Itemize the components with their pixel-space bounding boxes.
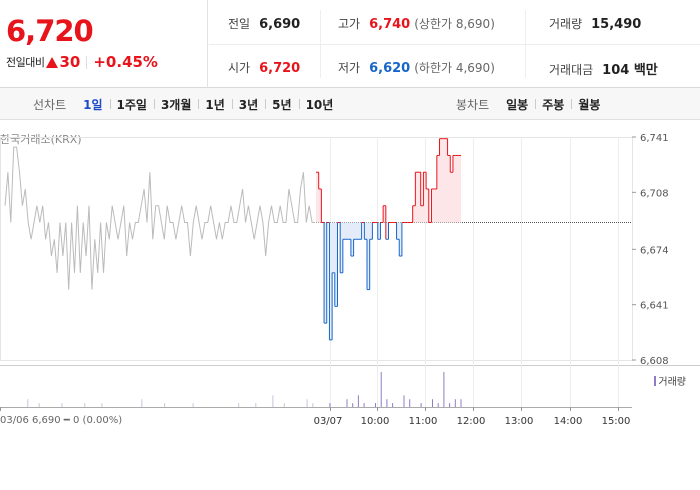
stat-value: 15,490 [591, 17, 642, 32]
stat-value: 6,620 [369, 61, 411, 76]
up-arrow-icon [46, 56, 59, 68]
tab-5y[interactable]: 5년 [265, 96, 298, 113]
x-tick-label: 15:00 [602, 416, 631, 427]
stat-label: 거래량 [549, 17, 583, 31]
price-box: 6,720 전일대비 30 +0.45% [0, 0, 208, 88]
tab-weekly[interactable]: 주봉 [535, 96, 571, 113]
stat-value: 104 백만 [602, 63, 658, 78]
x-tick-label: 10:00 [361, 416, 390, 427]
stats-panel: 전일 6,690 고가 6,740 (상한가 8,690) 거래량 15,490… [209, 0, 700, 88]
tab-monthly[interactable]: 월봉 [571, 96, 607, 113]
stat-label: 고가 [338, 17, 361, 31]
tab-1d[interactable]: 1일 [83, 97, 103, 112]
stat-volume: 거래량 15,490 [549, 15, 641, 32]
stat-label: 시가 [228, 61, 251, 75]
stat-prev-close: 전일 6,690 [228, 15, 300, 32]
change-value: 30 [59, 53, 81, 71]
stat-high: 고가 6,740 (상한가 8,690) [338, 15, 495, 32]
candle-chart-tabs: 봉차트 일봉 주봉 월봉 [456, 88, 607, 120]
y-tick-label: 6,641 [640, 301, 669, 312]
divider [86, 55, 88, 69]
tab-daily[interactable]: 일봉 [506, 97, 529, 112]
chart-area: 한국거래소(KRX) 6,741 6,708 6,674 6,641 6,608 03/0… [0, 121, 700, 490]
stat-value: 6,720 [259, 61, 301, 76]
volume-swatch [654, 375, 657, 386]
y-tick-label: 6,741 [640, 133, 669, 144]
tab-1y[interactable]: 1년 [198, 96, 231, 113]
x-tick-label: 13:00 [505, 416, 534, 427]
prev-close-info: 03/06 6,690 ━ 0 (0.00%) [0, 415, 123, 426]
candle-chart-title: 봉차트 [456, 97, 490, 112]
tab-3y[interactable]: 3년 [231, 96, 265, 113]
x-tick-label: 11:00 [409, 416, 438, 427]
tab-3m[interactable]: 3개월 [153, 96, 198, 113]
stat-open: 시가 6,720 [228, 59, 300, 76]
change-label: 전일대비 [6, 56, 45, 69]
prev-day-line [4, 146, 315, 290]
x-tick-label: 12:00 [457, 416, 486, 427]
price-chart[interactable]: 6,741 6,708 6,674 6,641 6,608 03/07 10:00 11:00… [0, 121, 700, 490]
chart-source: 한국거래소(KRX) [0, 133, 82, 146]
stat-label: 전일 [228, 17, 251, 31]
upper-limit: (상한가 8,690) [414, 17, 495, 31]
quote-header: 6,720 전일대비 30 +0.45% 전일 6,690 고가 6,740 (… [0, 0, 700, 88]
chart-tabs: 선차트 1일 1주일 3개월 1년 3년 5년 10년 봉차트 일봉 주봉 월봉 [0, 88, 700, 120]
up-area [316, 138, 461, 223]
lower-limit: (하한가 4,690) [414, 61, 495, 75]
line-chart-tabs: 선차트 1일 1주일 3개월 1년 3년 5년 10년 [33, 88, 340, 120]
stat-value: 6,740 [369, 17, 411, 32]
line-chart-title: 선차트 [33, 97, 67, 112]
tab-1w[interactable]: 1주일 [109, 96, 154, 113]
stat-label: 거래대금 [549, 63, 594, 77]
y-tick-label: 6,608 [640, 356, 669, 367]
stat-label: 저가 [338, 61, 361, 75]
y-tick-label: 6,674 [640, 245, 669, 256]
change-row: 전일대비 30 +0.45% [6, 53, 158, 71]
volume-legend: 거래량 [654, 373, 686, 388]
y-tick-label: 6,708 [640, 188, 669, 199]
stat-value: 6,690 [259, 17, 301, 32]
volume-legend-label: 거래량 [658, 377, 686, 388]
stat-amount: 거래대금 104 백만 [549, 59, 658, 78]
down-area [324, 222, 402, 340]
current-price: 6,720 [6, 14, 94, 48]
divider [209, 44, 700, 45]
change-percent: +0.45% [93, 53, 158, 71]
stat-low: 저가 6,620 (하한가 4,690) [338, 59, 495, 76]
tab-10y[interactable]: 10년 [298, 96, 341, 113]
x-tick-label: 03/07 [314, 416, 343, 427]
x-tick-label: 14:00 [554, 416, 583, 427]
